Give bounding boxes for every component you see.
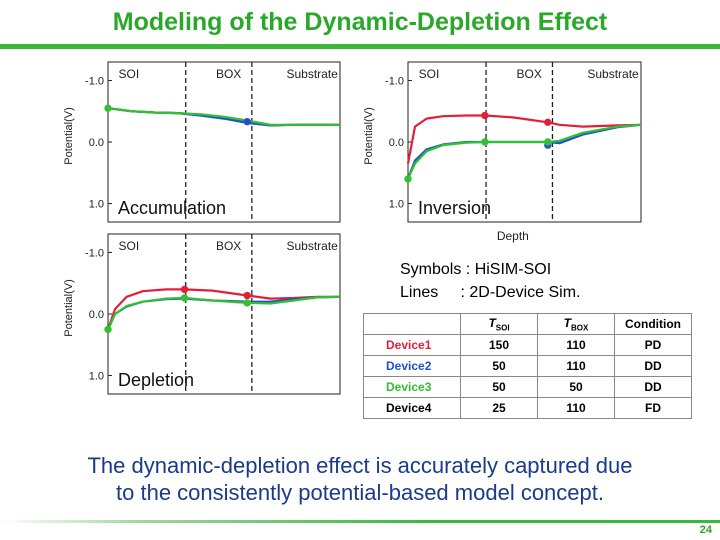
tsoi-cell: 50 (460, 376, 538, 398)
tsoi-cell: 25 (460, 397, 538, 419)
y-tick-label: 1.0 (89, 199, 104, 211)
footer-rule (0, 520, 720, 523)
series-line-device1 (406, 114, 642, 164)
accumulation-chart: SOI BOX Substrate -1.0 0.0 1.0 Potential(V) Acc… (63, 61, 341, 223)
region-label: Substrate (587, 67, 639, 81)
data-marker (243, 117, 251, 126)
series-line-device3 (406, 123, 642, 180)
y-tick-label: 0.0 (389, 137, 404, 149)
caption-line-2: to the consistently potential-based mode… (116, 480, 604, 505)
tbox-cell: 110 (537, 397, 615, 419)
device-name: Device1 (363, 334, 461, 356)
title-underline (0, 44, 720, 49)
data-marker (544, 118, 552, 127)
series-line-device3 (107, 107, 340, 126)
condition-cell: DD (614, 355, 692, 377)
series-line-device3 (106, 295, 341, 330)
condition-cell: PD (614, 334, 692, 356)
data-marker (481, 111, 489, 120)
data-marker (180, 294, 189, 302)
y-axis-label: Potential(V) (363, 107, 375, 164)
device-row-4: Device4 25 110 FD (363, 397, 692, 419)
panel-label: Depletion (118, 370, 194, 390)
device-name: Device4 (363, 397, 461, 419)
device-table: TSOI TBOX Condition Device1 150 110 PD Devic… (363, 313, 692, 419)
region-label: BOX (216, 239, 241, 253)
y-tick-label: 1.0 (389, 199, 404, 211)
data-marker (104, 325, 112, 334)
region-label: SOI (119, 67, 140, 81)
data-marker (104, 104, 112, 112)
y-tick-label: -1.0 (385, 75, 404, 87)
device-name: Device2 (363, 355, 461, 377)
y-tick-label: -1.0 (85, 75, 104, 87)
x-axis-label: Depth (497, 229, 529, 243)
tsoi-cell: 50 (460, 355, 538, 377)
device-table-header: TSOI TBOX Condition (363, 313, 692, 335)
inversion-chart: SOI BOX Substrate -1.0 0.0 1.0 Potential(V) Inv… (363, 61, 642, 243)
device-name: Device3 (363, 376, 461, 398)
data-marker (404, 175, 412, 183)
device-row-1: Device1 150 110 PD (363, 334, 692, 356)
header-tbox: TBOX (537, 313, 615, 335)
device-row-2: Device2 50 110 DD (363, 355, 692, 377)
y-axis-label: Potential(V) (63, 279, 75, 336)
header-tsoi: TSOI (460, 313, 538, 335)
region-label: BOX (216, 67, 241, 81)
legend-symbols: Symbols : HiSIM-SOI (400, 261, 552, 278)
condition-cell: FD (614, 397, 692, 419)
y-tick-label: 0.0 (89, 137, 104, 149)
header-blank (363, 313, 461, 335)
tbox-cell: 110 (537, 355, 615, 377)
device-row-3: Device3 50 50 DD (363, 376, 692, 398)
region-label: Substrate (286, 67, 338, 81)
header-condition: Condition (614, 313, 692, 335)
data-marker (544, 138, 552, 146)
page-number: 24 (699, 524, 712, 536)
region-label: BOX (516, 67, 541, 81)
condition-cell: DD (614, 376, 692, 398)
y-tick-label: 0.0 (89, 309, 104, 321)
legend-lines: Lines : 2D-Device Sim. (400, 284, 581, 301)
data-marker (243, 291, 251, 300)
y-axis-label: Potential(V) (63, 107, 75, 164)
slide-title: Modeling of the Dynamic-Depletion Effect (112, 8, 608, 36)
plot-frame (107, 233, 341, 395)
plot-frame (107, 61, 341, 223)
depletion-chart: SOI BOX Substrate -1.0 0.0 1.0 Potential(V) Dep… (63, 233, 341, 395)
tbox-cell: 50 (537, 376, 615, 398)
region-label: SOI (119, 239, 140, 253)
legend-block: Symbols : HiSIM-SOI Lines : 2D-Device Si… (400, 258, 581, 304)
slide-caption: The dynamic-depletion effect is accurate… (0, 452, 720, 506)
y-tick-label: 1.0 (89, 371, 104, 383)
region-label: SOI (419, 67, 440, 81)
y-tick-label: -1.0 (85, 247, 104, 259)
data-marker (180, 285, 189, 294)
tbox-cell: 110 (537, 334, 615, 356)
panel-label: Inversion (418, 198, 491, 218)
data-marker (481, 138, 489, 146)
data-marker (243, 299, 251, 307)
tsoi-cell: 150 (460, 334, 538, 356)
panel-label: Accumulation (118, 198, 226, 218)
caption-line-1: The dynamic-depletion effect is accurate… (87, 453, 633, 478)
region-label: Substrate (286, 239, 338, 253)
